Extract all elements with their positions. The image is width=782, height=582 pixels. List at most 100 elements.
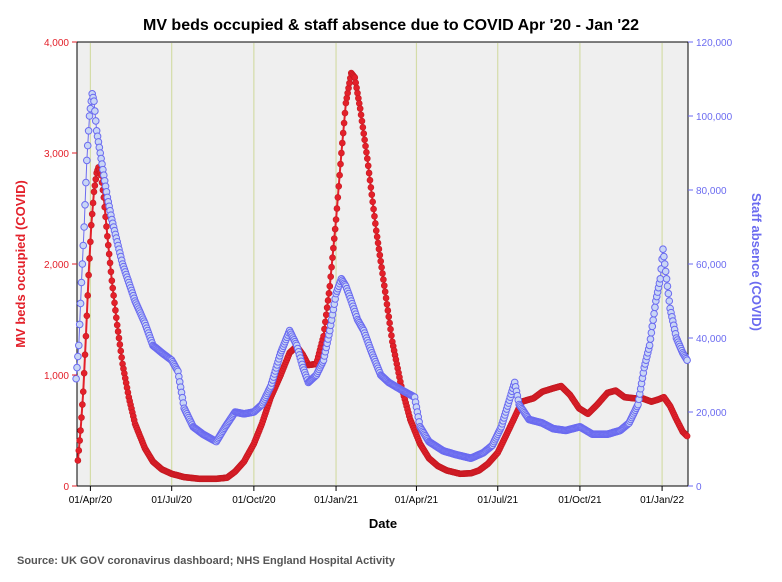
mv-beds-point (341, 109, 349, 117)
mv-beds-point (358, 117, 366, 125)
y-axis-left-label: MV beds occupied (COVID) (13, 180, 28, 348)
staff-absence-point (665, 297, 674, 305)
staff-absence-point (77, 278, 86, 287)
mv-beds-point (376, 251, 384, 259)
mv-beds-point (326, 282, 334, 290)
source-note: Source: UK GOV coronavirus dashboard; NH… (17, 555, 396, 567)
mv-beds-point (384, 307, 392, 314)
y-right-tick-label: 20,000 (696, 408, 727, 419)
y-right-tick-label: 100,000 (696, 112, 733, 123)
staff-absence-point (72, 374, 80, 383)
staff-absence-point (650, 309, 658, 318)
y-left-tick-label: 3,000 (44, 149, 69, 160)
staff-absence-point (91, 107, 99, 115)
mv-beds-point (377, 257, 385, 265)
mv-beds-point (81, 351, 89, 358)
mv-beds-point (368, 191, 376, 198)
mv-beds-point (683, 432, 691, 440)
mv-beds-point (91, 182, 99, 189)
staff-absence-point (648, 322, 657, 331)
staff-absence-point (645, 341, 654, 350)
mv-beds-point (82, 332, 90, 340)
mv-beds-point (79, 401, 86, 408)
mv-beds-point (109, 284, 117, 292)
mv-beds-point (333, 205, 341, 212)
staff-absence-point (660, 260, 669, 268)
x-tick-label: 01/Jul/21 (477, 495, 518, 506)
mv-beds-point (76, 437, 83, 444)
mv-beds-point (88, 210, 96, 218)
staff-absence-point (651, 303, 659, 312)
mv-beds-point (357, 111, 365, 119)
y-left-tick-label: 2,000 (44, 260, 69, 271)
staff-absence-point (91, 117, 100, 125)
mv-beds-point (362, 142, 369, 150)
x-axis: 01/Apr/20 01/Jul/20 01/Oct/20 01/Jan/21 01/A… (69, 486, 684, 506)
staff-absence-point (84, 127, 93, 135)
mv-beds-point (84, 292, 92, 299)
staff-absence-point (79, 241, 88, 250)
mv-beds-point (74, 457, 82, 464)
staff-absence-point (74, 341, 83, 350)
mv-beds-point (79, 388, 87, 395)
mv-beds-point (106, 259, 114, 267)
mv-beds-point (331, 225, 339, 233)
staff-absence-point (649, 316, 657, 324)
y-axis-right: 0 20,000 40,000 60,000 80,000 100,000 120,000 (688, 38, 733, 493)
mv-beds-point (86, 255, 93, 262)
mv-beds-point (335, 183, 343, 190)
mv-beds-point (379, 270, 386, 277)
mv-beds-point (369, 198, 376, 206)
staff-absence-point (646, 335, 655, 343)
mv-beds-point (388, 332, 395, 339)
mv-beds-point (110, 292, 117, 299)
mv-beds-point (103, 223, 110, 230)
mv-beds-point (378, 264, 385, 271)
y-right-tick-label: 40,000 (696, 334, 727, 345)
staff-absence-point (663, 282, 672, 291)
chart-title: MV beds occupied & staff absence due to … (143, 17, 639, 34)
mv-beds-point (380, 276, 387, 283)
mv-beds-point (385, 313, 393, 321)
mv-beds-point (359, 124, 367, 131)
mv-beds-point (374, 239, 382, 247)
y-left-tick-label: 4,000 (44, 38, 69, 49)
mv-beds-point (383, 300, 391, 308)
mv-beds-point (339, 129, 347, 137)
y-right-tick-label: 60,000 (696, 260, 727, 271)
staff-absence-point (78, 260, 87, 268)
x-tick-label: 01/Jan/21 (314, 495, 358, 506)
mv-beds-point (360, 130, 368, 137)
mv-beds-point (375, 245, 383, 253)
mv-beds-point (334, 194, 342, 201)
mv-beds-point (104, 232, 111, 240)
staff-absence-point (656, 275, 665, 283)
staff-absence-point (81, 201, 89, 209)
staff-absence-point (83, 156, 91, 165)
series-staff-absence (72, 90, 691, 463)
staff-absence-point (90, 97, 98, 105)
mv-beds-point (327, 273, 334, 280)
mv-beds-point (366, 176, 374, 184)
mv-beds-point (113, 321, 121, 329)
mv-beds-point (340, 119, 348, 127)
mv-beds-point (115, 334, 123, 342)
mv-beds-point (323, 304, 331, 311)
y-right-tick-label: 0 (696, 482, 702, 493)
y-right-tick-label: 120,000 (696, 38, 733, 49)
mv-beds-point (89, 199, 97, 207)
y-right-tick-label: 80,000 (696, 186, 727, 197)
mv-beds-point (83, 312, 91, 320)
x-axis-label: Date (369, 516, 397, 531)
mv-beds-point (325, 290, 333, 297)
mv-beds-point (87, 221, 95, 229)
mv-beds-point (108, 277, 116, 284)
staff-absence-point (76, 299, 85, 308)
mv-beds-point (118, 354, 125, 361)
mv-beds-point (114, 328, 122, 335)
mv-beds-point (107, 268, 115, 276)
mv-beds-point (85, 271, 92, 279)
mv-beds-point (111, 299, 118, 307)
mv-beds-point (329, 254, 336, 261)
staff-absence-point (659, 245, 667, 253)
